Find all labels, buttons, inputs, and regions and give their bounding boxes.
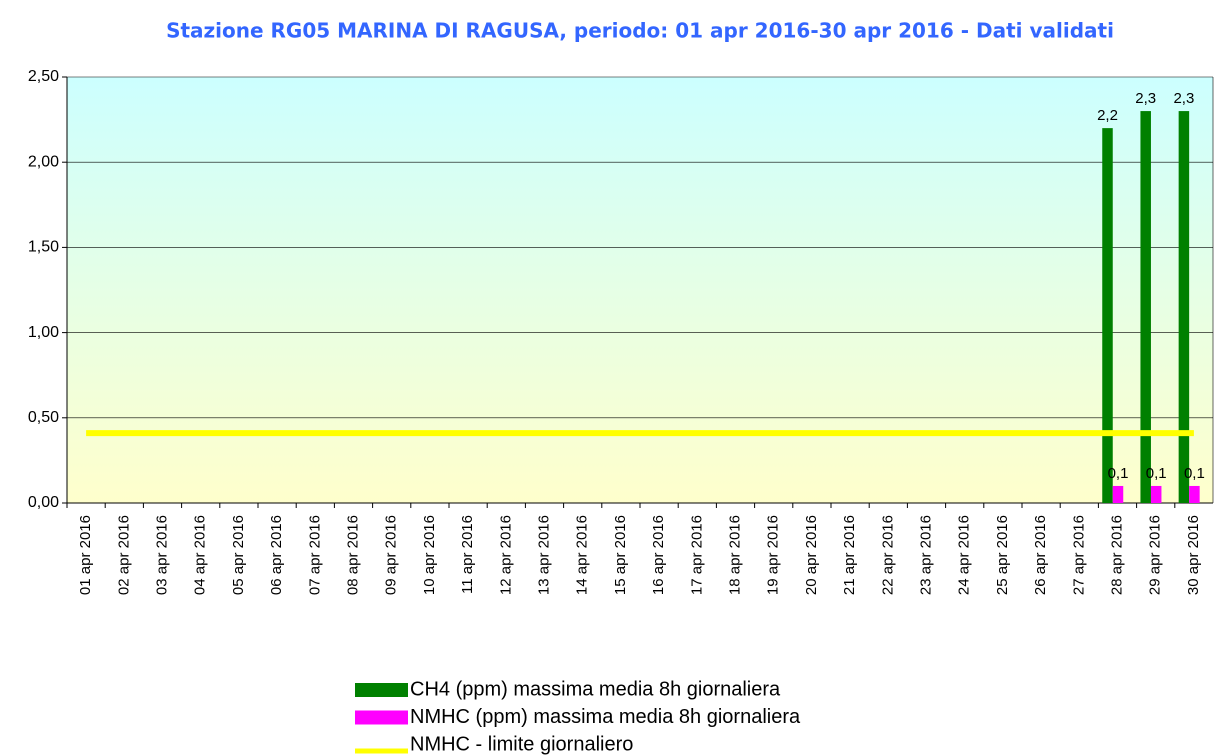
bar bbox=[1189, 485, 1200, 503]
x-tick-label: 12 apr 2016 bbox=[497, 515, 514, 595]
x-tick-label: 28 apr 2016 bbox=[1108, 515, 1125, 595]
bar bbox=[1140, 111, 1151, 503]
x-tick-label: 23 apr 2016 bbox=[917, 515, 934, 595]
y-tick-label: 0,50 bbox=[28, 409, 59, 426]
legend-swatch bbox=[355, 683, 408, 697]
x-tick-label: 15 apr 2016 bbox=[612, 515, 629, 595]
x-tick-label: 08 apr 2016 bbox=[344, 515, 361, 595]
x-tick-label: 17 apr 2016 bbox=[688, 515, 705, 595]
x-tick-label: 10 apr 2016 bbox=[421, 515, 438, 595]
x-tick-label: 09 apr 2016 bbox=[383, 515, 400, 595]
x-tick-label: 13 apr 2016 bbox=[535, 515, 552, 595]
data-label: 0,1 bbox=[1184, 465, 1205, 482]
bar bbox=[1112, 485, 1124, 503]
x-tick-label: 14 apr 2016 bbox=[574, 515, 591, 595]
bar bbox=[1150, 485, 1162, 503]
x-tick-label: 21 apr 2016 bbox=[841, 515, 858, 595]
data-label: 0,1 bbox=[1108, 465, 1129, 482]
x-tick-label: 16 apr 2016 bbox=[650, 515, 667, 595]
x-tick-label: 27 apr 2016 bbox=[1070, 515, 1087, 595]
x-tick-label: 20 apr 2016 bbox=[803, 515, 820, 595]
data-label: 2,3 bbox=[1173, 90, 1194, 107]
y-tick-label: 0,00 bbox=[28, 494, 59, 511]
x-tick-label: 02 apr 2016 bbox=[115, 515, 132, 595]
legend-label: NMHC - limite giornaliero bbox=[410, 733, 633, 755]
x-tick-label: 26 apr 2016 bbox=[1032, 515, 1049, 595]
legend-label: NMHC (ppm) massima media 8h giornaliera bbox=[410, 706, 801, 728]
x-tick-label: 06 apr 2016 bbox=[268, 515, 285, 595]
x-tick-label: 22 apr 2016 bbox=[879, 515, 896, 595]
bar bbox=[1102, 128, 1113, 503]
x-tick-label: 30 apr 2016 bbox=[1185, 515, 1202, 595]
y-tick-label: 2,00 bbox=[28, 153, 59, 170]
x-tick-label: 18 apr 2016 bbox=[726, 515, 743, 595]
bar bbox=[1178, 111, 1190, 503]
x-tick-label: 24 apr 2016 bbox=[956, 515, 973, 595]
x-tick-label: 01 apr 2016 bbox=[77, 515, 94, 595]
x-tick-label: 25 apr 2016 bbox=[994, 515, 1011, 595]
plot-area bbox=[67, 77, 1213, 503]
y-tick-label: 2,50 bbox=[28, 68, 59, 85]
legend-swatch bbox=[355, 710, 408, 725]
x-tick-label: 19 apr 2016 bbox=[765, 515, 782, 595]
y-tick-label: 1,50 bbox=[28, 239, 59, 256]
legend-label: CH4 (ppm) massima media 8h giornaliera bbox=[410, 678, 781, 700]
x-tick-label: 03 apr 2016 bbox=[153, 515, 170, 595]
data-label: 2,3 bbox=[1135, 90, 1156, 107]
data-label: 2,2 bbox=[1097, 107, 1118, 124]
y-tick-label: 1,00 bbox=[28, 324, 59, 341]
x-tick-label: 07 apr 2016 bbox=[306, 515, 323, 595]
chart-title: Stazione RG05 MARINA DI RAGUSA, periodo:… bbox=[166, 19, 1114, 43]
x-tick-label: 05 apr 2016 bbox=[230, 515, 247, 595]
data-label: 0,1 bbox=[1146, 465, 1167, 482]
x-tick-label: 29 apr 2016 bbox=[1147, 515, 1164, 595]
x-tick-label: 11 apr 2016 bbox=[459, 515, 476, 594]
x-tick-label: 04 apr 2016 bbox=[192, 515, 209, 595]
